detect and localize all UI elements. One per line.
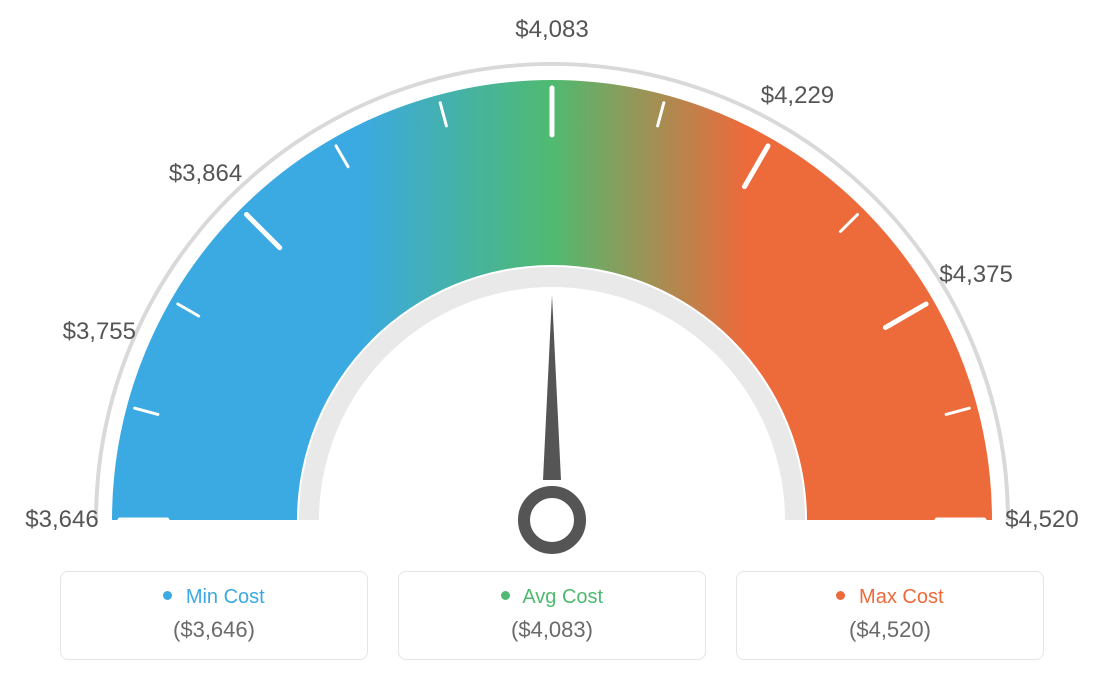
min-cost-dot xyxy=(163,591,172,600)
min-cost-label: Min Cost xyxy=(186,586,265,608)
avg-cost-dot xyxy=(501,591,510,600)
min-cost-title: Min Cost xyxy=(79,586,349,609)
gauge-tick-label: $4,083 xyxy=(515,16,588,44)
avg-cost-label: Avg Cost xyxy=(522,586,603,608)
gauge-tick-label: $4,229 xyxy=(761,82,834,110)
max-cost-dot xyxy=(836,591,845,600)
gauge-svg xyxy=(0,0,1104,560)
chart-container: $3,646 $3,755 $3,864 $4,083 $4,229 $4,375 $4,5… xyxy=(0,0,1104,690)
avg-cost-value: ($4,083) xyxy=(417,617,687,643)
avg-cost-title: Avg Cost xyxy=(417,586,687,609)
max-cost-value: ($4,520) xyxy=(755,617,1025,643)
gauge-tick-label: $3,755 xyxy=(63,318,136,346)
gauge-tick-label: $3,646 xyxy=(25,506,98,534)
max-cost-label: Max Cost xyxy=(859,586,943,608)
max-cost-card: Max Cost ($4,520) xyxy=(736,571,1044,660)
cost-cards: Min Cost ($3,646) Avg Cost ($4,083) Max … xyxy=(60,571,1044,660)
min-cost-value: ($3,646) xyxy=(79,617,349,643)
gauge-tick-label: $3,864 xyxy=(169,160,242,188)
avg-cost-card: Avg Cost ($4,083) xyxy=(398,571,706,660)
max-cost-title: Max Cost xyxy=(755,586,1025,609)
gauge-tick-label: $4,520 xyxy=(1005,506,1078,534)
min-cost-card: Min Cost ($3,646) xyxy=(60,571,368,660)
gauge: $3,646 $3,755 $3,864 $4,083 $4,229 $4,375 $4,5… xyxy=(0,0,1104,560)
gauge-tick-label: $4,375 xyxy=(939,261,1012,289)
